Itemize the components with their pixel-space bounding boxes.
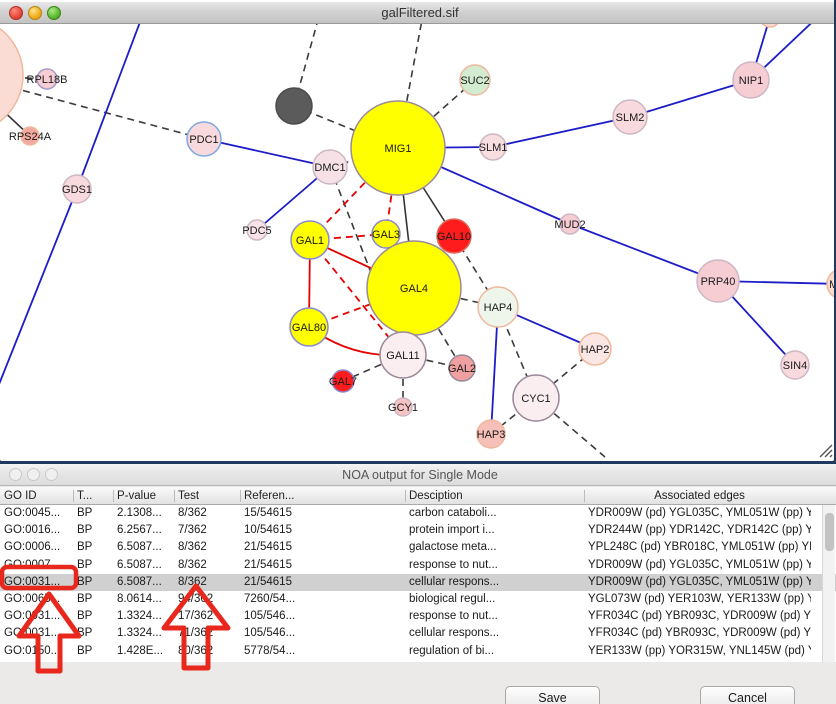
svg-text:SLM2: SLM2	[616, 112, 645, 124]
svg-text:GAL7: GAL7	[329, 376, 357, 388]
svg-text:SUC2: SUC2	[460, 75, 489, 87]
svg-text:GDS1: GDS1	[62, 184, 92, 196]
svg-text:MUD2: MUD2	[554, 219, 585, 231]
svg-text:RPL18B: RPL18B	[27, 74, 68, 86]
svg-text:PRP40: PRP40	[701, 276, 736, 288]
svg-text:GAL10: GAL10	[437, 231, 471, 243]
svg-text:GAL3: GAL3	[372, 229, 400, 241]
svg-text:NIP1: NIP1	[739, 75, 763, 87]
svg-text:GAL4: GAL4	[400, 283, 428, 295]
svg-text:SIN4: SIN4	[783, 360, 807, 372]
svg-text:GAL2: GAL2	[448, 363, 476, 375]
svg-text:RPS24A: RPS24A	[9, 131, 52, 143]
svg-text:HAP4: HAP4	[484, 302, 513, 314]
svg-text:GAL11: GAL11	[386, 350, 419, 362]
svg-text:CYC1: CYC1	[521, 393, 550, 405]
svg-text:MIG1: MIG1	[385, 143, 412, 155]
svg-text:GAL1: GAL1	[296, 235, 324, 247]
svg-text:MSI1: MSI1	[829, 279, 836, 291]
svg-text:DMC1: DMC1	[314, 162, 345, 174]
svg-text:PDC5: PDC5	[242, 225, 271, 237]
svg-text:HAP3: HAP3	[477, 429, 506, 441]
svg-text:SLM1: SLM1	[479, 142, 508, 154]
svg-text:PDC1: PDC1	[189, 134, 218, 146]
svg-text:HAP2: HAP2	[581, 344, 610, 356]
svg-text:GAL80: GAL80	[292, 322, 326, 334]
svg-text:GCY1: GCY1	[388, 402, 418, 414]
